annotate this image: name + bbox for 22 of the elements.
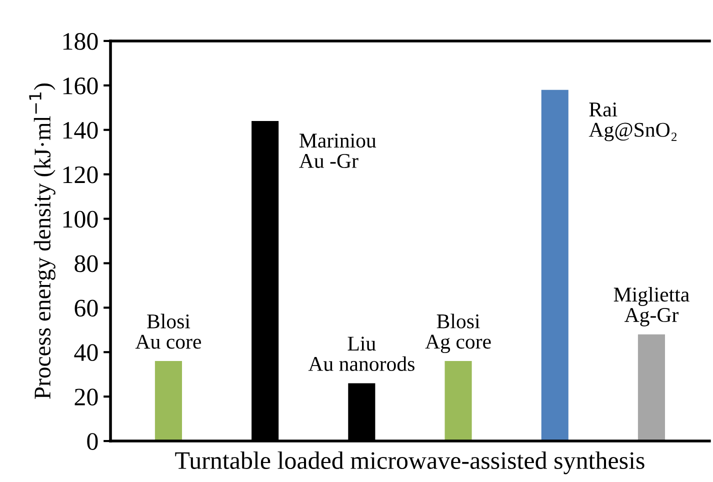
y-axis-title: Process energy density (kJ·ml$^{−1}$): [29, 84, 56, 399]
annotation: Mariniou Au -Gr: [299, 134, 376, 168]
bar: [638, 334, 665, 442]
y-tick-label: 80: [74, 255, 98, 272]
y-tick-label: 60: [74, 300, 98, 317]
y-tick-label: 120: [63, 166, 98, 184]
y-tick-label: 140: [63, 122, 98, 139]
y-tick-label: 100: [63, 210, 98, 228]
y-tick-label: 20: [74, 388, 98, 406]
annotation: Miglietta Ag-Gr: [614, 286, 690, 326]
y-tick-label: 160: [63, 77, 98, 94]
annotation: Rai Ag@SnO₂: [588, 102, 677, 142]
x-axis-title: Turntable loaded microwave-assisted synthesis: [175, 451, 644, 474]
annotation: Blosi Ag core: [425, 314, 491, 354]
annotation: Liu Au nanorods: [308, 336, 414, 372]
bar: [444, 361, 472, 442]
y-tick-label: 180: [63, 33, 98, 50]
y-tick-label: 40: [74, 344, 98, 362]
bar: [541, 90, 568, 442]
annotation: Blosi Au core: [135, 314, 202, 349]
y-tick-label: 0: [87, 433, 98, 450]
bar: [154, 361, 182, 442]
